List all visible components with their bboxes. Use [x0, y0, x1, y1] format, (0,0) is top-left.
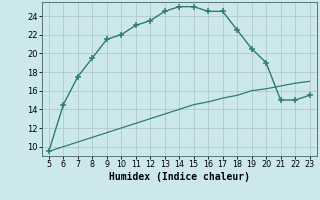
X-axis label: Humidex (Indice chaleur): Humidex (Indice chaleur) — [109, 172, 250, 182]
